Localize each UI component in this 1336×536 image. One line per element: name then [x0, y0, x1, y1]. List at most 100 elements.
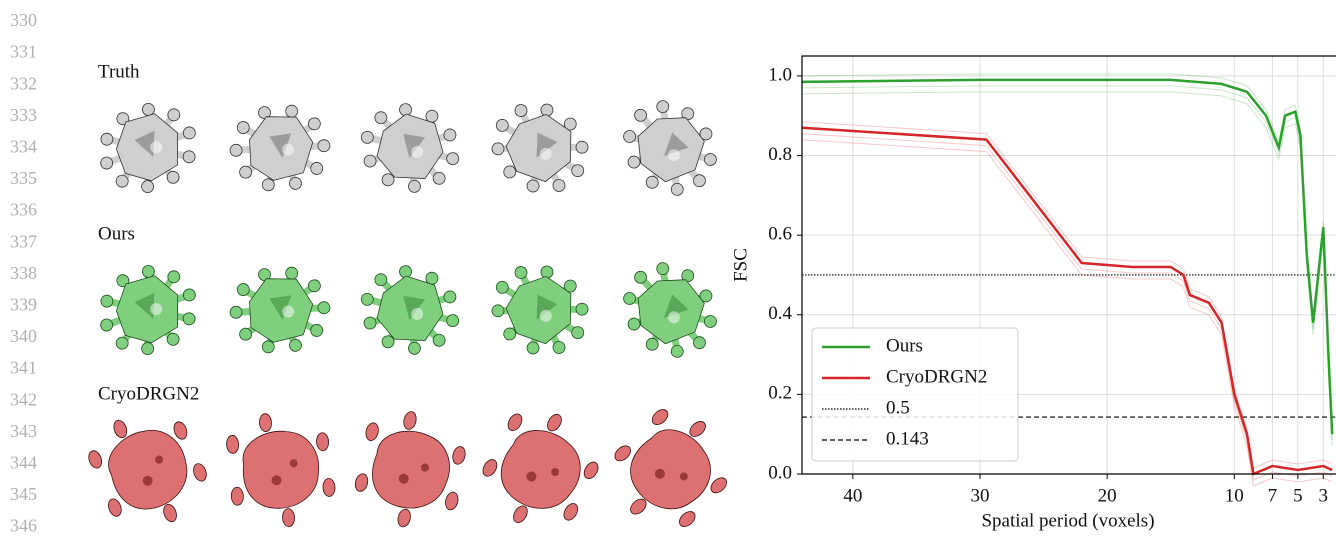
fragment — [581, 460, 601, 482]
spike-tip — [239, 328, 252, 341]
spike-tip — [140, 179, 155, 194]
x-axis-label: Spatial period (voxels) — [981, 510, 1154, 531]
y-axis-label: FSC — [730, 248, 751, 282]
x-tick-label: 3 — [1319, 485, 1329, 506]
line-number: 335 — [10, 168, 37, 188]
spike-tip — [237, 121, 250, 134]
x-tick-label: 10 — [1225, 485, 1244, 506]
spike-tip — [574, 301, 590, 317]
line-number: 340 — [10, 326, 37, 346]
fragment — [561, 501, 581, 523]
spike-tip — [230, 306, 243, 319]
spike-tip — [490, 303, 506, 319]
line-number: 332 — [10, 73, 37, 93]
spike-tip — [360, 292, 375, 307]
spike-tip — [310, 162, 323, 175]
spike-tip — [308, 280, 321, 293]
line-number: 343 — [10, 421, 37, 441]
y-tick-label: 0.0 — [768, 462, 792, 483]
render — [80, 398, 219, 536]
fragment — [191, 462, 208, 483]
legend-label: 0.5 — [886, 397, 910, 418]
spike-tip — [262, 178, 275, 191]
x-tick-label: 30 — [971, 485, 990, 506]
spike-tip — [621, 128, 638, 145]
render — [475, 248, 604, 372]
render — [475, 86, 604, 210]
line-number: 330 — [10, 10, 37, 30]
fragment — [708, 475, 729, 496]
fragment — [649, 407, 670, 428]
y-tick-label: 0.6 — [768, 224, 792, 245]
spike-tip — [445, 313, 460, 328]
fragment — [259, 413, 272, 432]
fragment — [612, 443, 633, 464]
spike-tip — [181, 149, 196, 164]
spike-tip — [181, 311, 196, 326]
fragment — [323, 478, 336, 497]
spike-tip — [490, 141, 506, 157]
line-number: 336 — [10, 200, 37, 220]
spike-tip — [262, 340, 275, 353]
spike-tip — [654, 260, 671, 277]
spike-tip — [289, 177, 302, 190]
fragment — [112, 418, 129, 439]
spike-tip — [318, 139, 331, 152]
fragment — [282, 508, 295, 527]
render — [466, 394, 616, 536]
fragment — [444, 491, 460, 511]
render — [593, 393, 749, 536]
y-tick-label: 1.0 — [768, 64, 792, 85]
render — [605, 83, 735, 214]
spike-tip — [445, 151, 460, 166]
spike-tip — [669, 343, 686, 360]
y-tick-label: 0.2 — [768, 383, 792, 404]
fragment — [505, 412, 525, 434]
spike-tip — [525, 178, 541, 194]
legend-label: Ours — [886, 335, 923, 356]
fragment — [480, 457, 500, 479]
render — [605, 245, 735, 376]
fragment — [316, 432, 329, 451]
line-number: 345 — [10, 484, 37, 504]
line-number: 338 — [10, 263, 37, 283]
fragment — [161, 503, 178, 524]
fragment — [86, 449, 103, 470]
fragment — [226, 435, 239, 454]
blob — [365, 423, 457, 516]
line-number: 337 — [10, 231, 37, 251]
fragment — [545, 412, 565, 434]
spike-tip — [525, 340, 541, 356]
spike-tip — [285, 105, 298, 118]
spike-tip — [702, 313, 719, 330]
fragment — [687, 418, 708, 439]
x-tick-label: 7 — [1268, 485, 1278, 506]
spike-tip — [574, 139, 590, 155]
spike-tip — [99, 293, 114, 308]
spike-tip — [230, 144, 243, 157]
render — [225, 410, 337, 529]
line-number: 334 — [10, 137, 37, 157]
render — [351, 95, 468, 201]
line-number: 344 — [10, 453, 37, 473]
legend-label: CryoDRGN2 — [886, 366, 987, 387]
spike-tip — [360, 130, 375, 145]
fragment — [402, 410, 418, 430]
fragment — [396, 508, 412, 528]
spike-tip — [285, 267, 298, 280]
spike-tip — [702, 151, 719, 168]
y-tick-label: 0.4 — [768, 303, 792, 324]
render-panels — [80, 83, 749, 536]
fragment — [231, 487, 244, 506]
line-number: 342 — [10, 389, 37, 409]
render — [351, 257, 468, 363]
x-tick-label: 20 — [1098, 485, 1117, 506]
fragment — [677, 509, 698, 530]
render — [228, 265, 332, 354]
spike-tip — [237, 283, 250, 296]
fragment — [451, 445, 467, 465]
legend: OursCryoDRGN20.50.143 — [812, 328, 1018, 461]
panel-label: CryoDRGN2 — [98, 383, 199, 404]
x-tick-label: 5 — [1293, 485, 1303, 506]
spike-tip — [140, 341, 155, 356]
